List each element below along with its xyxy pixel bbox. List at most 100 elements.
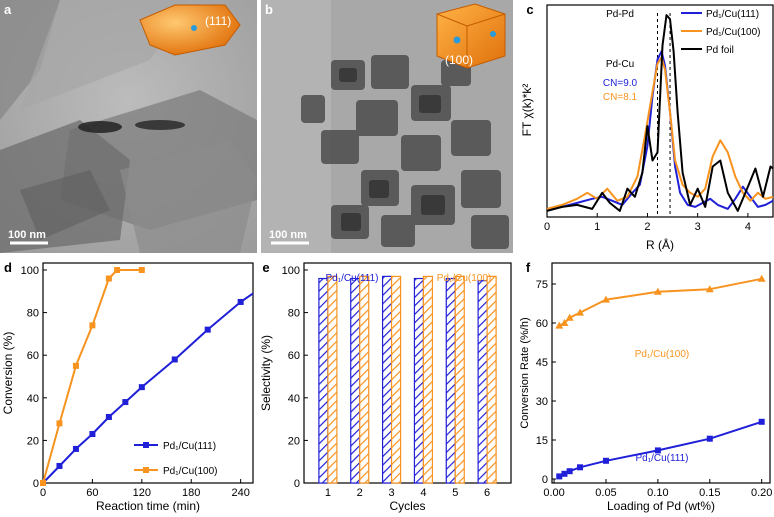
data-point bbox=[105, 413, 112, 420]
x-tick-label: 0.05 bbox=[595, 487, 616, 499]
panel-label-d: d bbox=[4, 260, 12, 275]
data-point bbox=[138, 384, 145, 391]
plot-frame bbox=[551, 262, 771, 484]
data-point bbox=[602, 457, 609, 464]
legend-label: Pd₁/Cu(100) bbox=[163, 466, 218, 477]
panel-label-b: b bbox=[265, 2, 273, 17]
x-tick-label: 1 bbox=[325, 487, 331, 499]
x-tick-label: 240 bbox=[231, 487, 249, 499]
y-tick-label: 100 bbox=[282, 265, 300, 277]
bar bbox=[422, 275, 434, 484]
y-axis-title: FT χ(k)*k² bbox=[520, 84, 534, 137]
y-tick-label: 75 bbox=[536, 279, 548, 291]
y-tick-label: 0 bbox=[294, 478, 300, 490]
y-tick-label: 45 bbox=[536, 357, 548, 369]
bar bbox=[413, 277, 425, 484]
legend-marker bbox=[143, 442, 149, 448]
data-point bbox=[758, 418, 765, 425]
x-tick-label: 3 bbox=[695, 221, 701, 233]
x-axis-title: Reaction time (min) bbox=[96, 499, 200, 513]
legend-label-111: Pd₁/Cu(111) bbox=[325, 273, 378, 284]
bar bbox=[318, 277, 329, 484]
y-tick-label: 60 bbox=[288, 350, 300, 362]
data-point bbox=[577, 464, 584, 471]
y-axis-title: Conversion (%) bbox=[1, 332, 15, 415]
x-tick-label: 4 bbox=[745, 221, 751, 233]
series-line-1 bbox=[546, 56, 774, 210]
y-tick-label: 0 bbox=[542, 474, 548, 486]
plot-frame bbox=[42, 262, 254, 484]
series-line-2 bbox=[546, 14, 774, 212]
x-tick-label: 3 bbox=[389, 487, 395, 499]
x-tick-label: 60 bbox=[86, 487, 98, 499]
y-tick-label: 20 bbox=[27, 435, 39, 447]
data-point bbox=[114, 267, 121, 273]
chart-d: 0 60 120 180 240 0 20 40 60 80 100 Pd₁/Cu(111) Pd₁/C… bbox=[1, 260, 254, 513]
data-point bbox=[204, 326, 211, 333]
data-point bbox=[89, 431, 96, 438]
series-label-100: Pd₁/Cu(100) bbox=[635, 349, 690, 360]
x-tick-label: 5 bbox=[452, 487, 458, 499]
series-line-0 bbox=[558, 277, 762, 327]
scale-bar-label-b: 100 nm bbox=[269, 229, 307, 241]
annotation-cn-100: CN=8.1 bbox=[603, 92, 638, 103]
legend-label: Pd₁/Cu(111) bbox=[706, 9, 759, 20]
plot-frame bbox=[546, 4, 774, 218]
facet-label-b: (100) bbox=[445, 53, 473, 67]
x-tick-label: 120 bbox=[133, 487, 151, 499]
x-tick-label: 0.20 bbox=[751, 487, 772, 499]
data-point bbox=[705, 285, 714, 293]
panel-label-a: a bbox=[4, 2, 12, 17]
data-point bbox=[72, 362, 79, 369]
tem-micrograph-a: (111) a 100 nm bbox=[0, 0, 257, 253]
pd-atom-icon bbox=[490, 31, 496, 37]
y-tick-label: 40 bbox=[27, 393, 39, 405]
legend-marker bbox=[143, 467, 149, 473]
data-point bbox=[706, 435, 713, 442]
data-point bbox=[576, 308, 585, 316]
bar bbox=[477, 280, 488, 484]
data-point bbox=[556, 473, 563, 480]
data-point bbox=[560, 319, 569, 326]
annotation-pd-pd: Pd-Pd bbox=[606, 9, 634, 20]
data-point bbox=[56, 462, 63, 469]
y-tick-label: 40 bbox=[288, 393, 300, 405]
data-point bbox=[654, 447, 661, 454]
x-axis-title: Loading of Pd (wt%) bbox=[607, 499, 715, 513]
data-point bbox=[757, 274, 766, 282]
bar bbox=[486, 275, 497, 484]
x-axis-title: Cycles bbox=[389, 499, 425, 513]
data-point bbox=[555, 321, 564, 329]
bar bbox=[445, 277, 456, 484]
data-point bbox=[561, 470, 568, 477]
tem-image-b: (100) b 100 nm bbox=[261, 0, 513, 253]
bar bbox=[381, 275, 393, 484]
bar bbox=[454, 275, 465, 484]
scale-bar-label-a: 100 nm bbox=[8, 229, 46, 241]
data-point bbox=[89, 322, 96, 329]
data-point bbox=[40, 480, 46, 486]
y-tick-label: 20 bbox=[288, 435, 300, 447]
x-tick-label: 4 bbox=[420, 487, 426, 499]
legend-label-100: Pd₁/Cu(100) bbox=[437, 273, 492, 284]
data-point bbox=[237, 298, 244, 305]
x-tick-label: 0 bbox=[544, 221, 550, 233]
data-point bbox=[72, 445, 79, 452]
plot-frame bbox=[303, 262, 512, 484]
bar bbox=[350, 277, 361, 484]
chart-c: 0 1 2 3 4 R (Å) FT χ(k)*k² c Pd-Pd Pd-Cu CN=9.0 CN=… bbox=[520, 2, 774, 252]
annotation-cn-111: CN=9.0 bbox=[603, 78, 638, 89]
legend-label: Pd₁/Cu(100) bbox=[706, 27, 761, 38]
y-tick-label: 30 bbox=[536, 396, 548, 408]
bar bbox=[359, 275, 370, 484]
y-tick-label: 0 bbox=[33, 478, 39, 490]
series-line-1 bbox=[42, 269, 142, 484]
panel-label-f: f bbox=[526, 260, 531, 275]
annotation-pd-cu: Pd-Cu bbox=[606, 59, 634, 70]
x-tick-label: 6 bbox=[484, 487, 490, 499]
tem-micrograph-b: (100) b 100 nm bbox=[261, 0, 513, 253]
x-tick-label: 1 bbox=[594, 221, 600, 233]
pd-atom-icon bbox=[191, 25, 197, 31]
chart-f: 0.00 0.05 0.10 0.15 0.20 0 15 30 45 60 75 Pd₁/Cu(10… bbox=[519, 260, 772, 513]
bar bbox=[327, 275, 338, 484]
